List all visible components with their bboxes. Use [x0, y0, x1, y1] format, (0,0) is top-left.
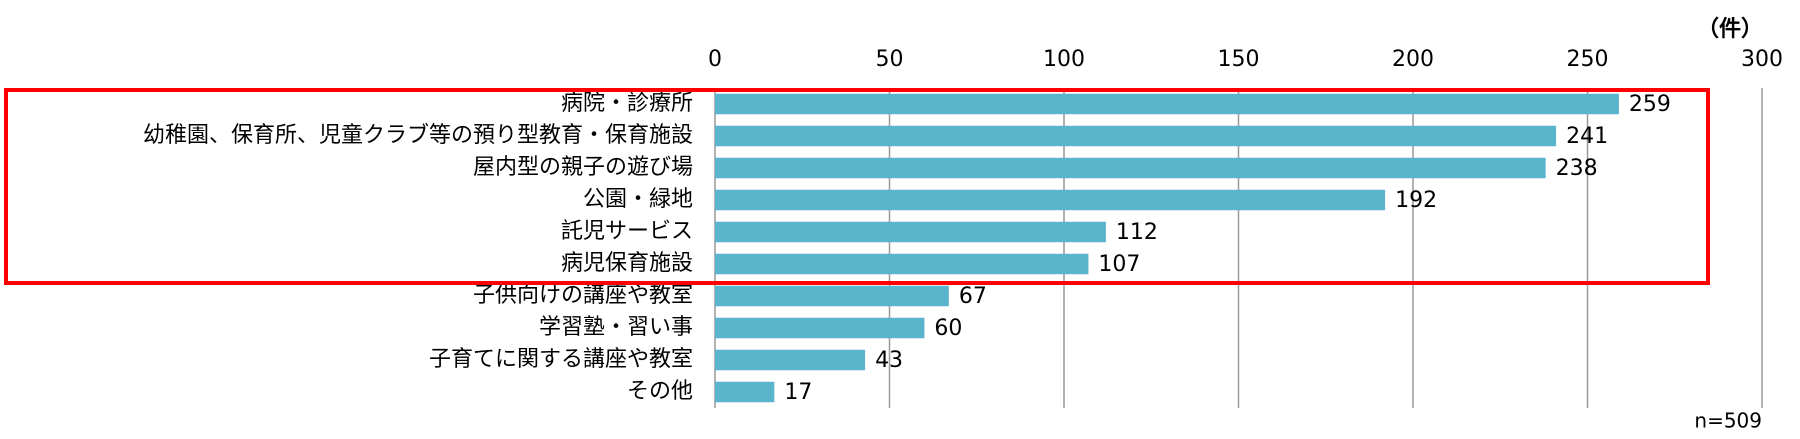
x-tick-label: 0: [708, 47, 722, 72]
y-tick-label: 幼稚園、保育所、児童クラブ等の預り型教育・保育施設: [143, 123, 693, 148]
x-tick-label: 150: [1218, 47, 1260, 72]
bar: [715, 93, 1619, 115]
bar: [715, 381, 775, 403]
y-tick-label: 子育てに関する講座や教室: [429, 347, 693, 372]
highlight-box: [4, 88, 1710, 285]
x-tick-label: 200: [1392, 47, 1434, 72]
y-tick-label: 公園・緑地: [583, 187, 693, 212]
x-tick-label: 250: [1567, 47, 1609, 72]
x-tick-label: 300: [1741, 47, 1783, 72]
value-label: 107: [1098, 252, 1140, 277]
bar: [715, 317, 925, 339]
y-tick-label: 学習塾・習い事: [539, 315, 693, 340]
y-tick-label: その他: [627, 379, 693, 404]
x-tick-label: 100: [1043, 47, 1085, 72]
value-label: 17: [784, 380, 812, 405]
value-label: 238: [1556, 156, 1598, 181]
value-label: 259: [1629, 92, 1671, 117]
bar: [715, 157, 1546, 179]
value-label: 112: [1116, 220, 1158, 245]
bar: [715, 253, 1089, 275]
y-tick-label: 病院・診療所: [561, 91, 693, 116]
value-label: 192: [1395, 188, 1437, 213]
bar: [715, 189, 1386, 211]
x-tick-label: 50: [876, 47, 904, 72]
value-label: 241: [1566, 124, 1608, 149]
value-label: 60: [934, 316, 962, 341]
value-label: 43: [875, 348, 903, 373]
y-tick-label: 病児保育施設: [561, 251, 693, 276]
y-tick-label: 子供向けの講座や教室: [473, 283, 693, 308]
bar: [715, 125, 1557, 147]
bar: [715, 221, 1106, 243]
unit-label: （件）: [1697, 17, 1763, 42]
y-tick-label: 託児サービス: [561, 219, 693, 244]
bar: [715, 349, 866, 371]
y-tick-label: 屋内型の親子の遊び場: [473, 155, 693, 180]
note: n=509: [1694, 409, 1762, 433]
bar: [715, 285, 949, 307]
value-label: 67: [959, 284, 987, 309]
